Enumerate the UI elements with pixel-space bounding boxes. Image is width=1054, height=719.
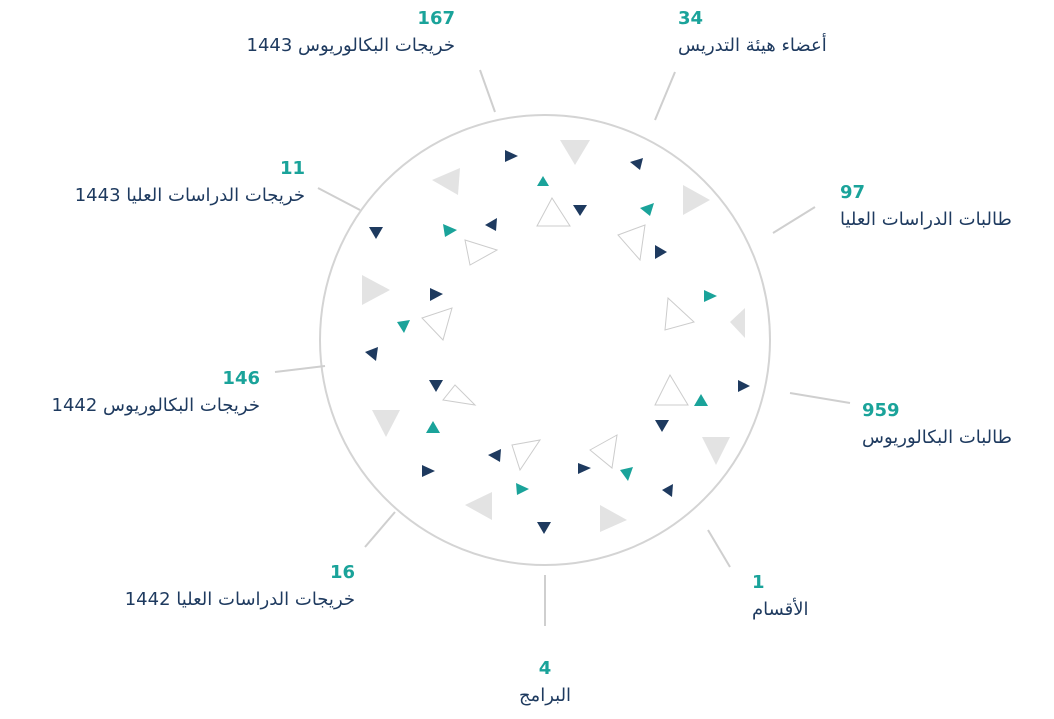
triangle <box>512 440 540 470</box>
stat-label: خريجات الدراسات العليا 1442 <box>125 586 355 614</box>
triangle <box>422 465 435 477</box>
triangles <box>362 140 750 534</box>
triangle <box>422 308 452 340</box>
triangle <box>694 394 708 406</box>
triangle <box>465 240 497 265</box>
triangle <box>578 463 591 474</box>
triangle <box>369 227 383 239</box>
connector <box>655 72 675 120</box>
stat-label: الأقسام <box>752 596 809 624</box>
triangle <box>704 290 717 302</box>
stat-label: أعضاء هيئة التدريس <box>678 32 827 60</box>
triangle <box>738 380 750 392</box>
triangle <box>665 298 694 330</box>
triangle <box>683 185 710 215</box>
stat-number: 34 <box>678 6 827 32</box>
triangle <box>488 449 501 462</box>
triangle <box>432 168 460 195</box>
triangle <box>505 150 518 162</box>
triangle <box>702 437 730 465</box>
triangle <box>573 205 587 216</box>
stat-number: 11 <box>75 156 305 182</box>
triangle <box>426 421 440 433</box>
connector <box>318 188 360 210</box>
stat-number: 959 <box>862 398 1012 424</box>
triangle <box>655 245 667 259</box>
triangle <box>655 375 688 405</box>
triangle <box>365 347 378 361</box>
triangle <box>465 492 492 520</box>
triangle <box>662 484 673 497</box>
triangle <box>560 140 590 165</box>
triangle <box>397 320 410 333</box>
triangle <box>630 158 643 170</box>
triangle <box>516 483 529 495</box>
stat-number: 1 <box>752 570 809 596</box>
triangle <box>590 435 617 468</box>
connector <box>365 512 395 547</box>
triangle <box>655 420 669 432</box>
stat-number: 4 <box>445 656 645 682</box>
stat-number: 146 <box>52 366 260 392</box>
stat-label: خريجات الدراسات العليا 1443 <box>75 182 305 210</box>
triangle <box>429 380 443 392</box>
stat-label: البرامج <box>445 682 645 710</box>
triangle <box>618 225 645 260</box>
triangle <box>537 176 549 186</box>
connector <box>708 530 730 567</box>
triangle <box>537 198 570 226</box>
triangle <box>485 218 497 231</box>
stat-label: خريجات البكالوريوس 1443 <box>247 32 455 60</box>
stat-number: 16 <box>125 560 355 586</box>
triangle <box>600 505 627 532</box>
triangle <box>620 467 633 481</box>
triangle <box>537 522 551 534</box>
stat-label: خريجات البكالوريوس 1442 <box>52 392 260 420</box>
stat-number: 97 <box>840 180 1012 206</box>
page: {"items": [ {"number": "167", "label": "… <box>0 0 1054 719</box>
triangle <box>443 385 475 405</box>
triangle <box>372 410 400 437</box>
triangle <box>640 203 654 216</box>
triangle <box>362 275 390 305</box>
connector <box>275 366 325 372</box>
connector <box>790 393 850 403</box>
connector <box>480 70 495 112</box>
stat-number: 167 <box>247 6 455 32</box>
triangle <box>443 224 457 237</box>
stat-label: طالبات البكالوريوس <box>862 424 1012 452</box>
connector <box>773 207 815 233</box>
connectors <box>275 70 850 626</box>
triangle <box>730 308 745 338</box>
triangle <box>430 288 443 301</box>
stat-label: طالبات الدراسات العليا <box>840 206 1012 234</box>
